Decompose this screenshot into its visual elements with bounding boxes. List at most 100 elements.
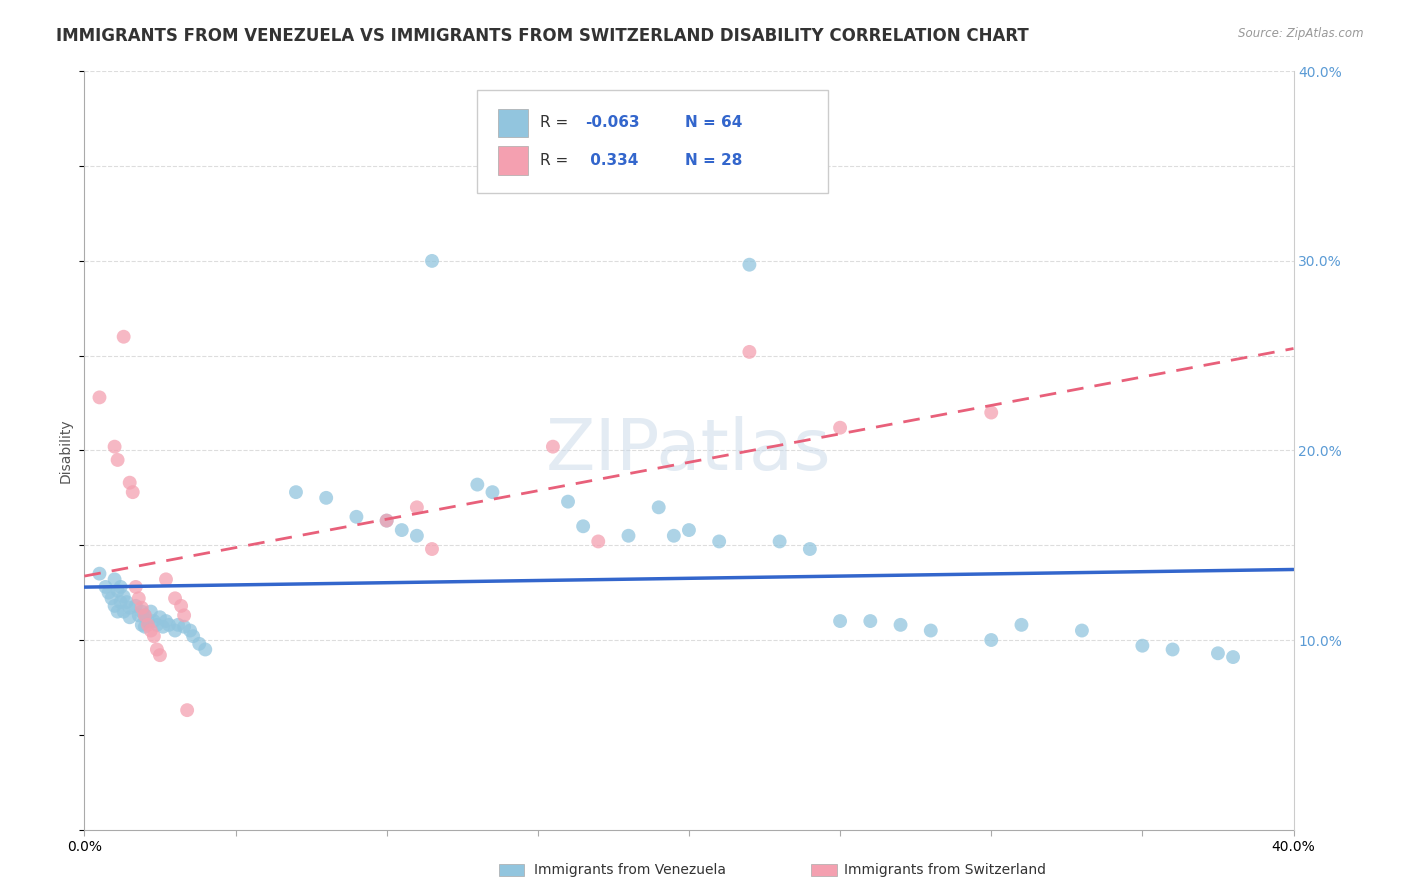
Point xyxy=(188,637,211,651)
Point xyxy=(572,519,595,533)
Point xyxy=(104,573,127,587)
Point xyxy=(104,440,127,454)
Point xyxy=(406,500,429,515)
Point xyxy=(375,514,398,528)
Point xyxy=(678,523,700,537)
Point xyxy=(709,534,731,549)
Point xyxy=(617,529,640,543)
Point xyxy=(136,614,159,628)
Text: ZIPatlas: ZIPatlas xyxy=(546,416,832,485)
Point xyxy=(155,614,177,628)
Point xyxy=(100,591,122,606)
Bar xyxy=(499,864,524,876)
Point xyxy=(173,620,195,634)
Point xyxy=(541,440,564,454)
Point xyxy=(89,391,111,405)
Point xyxy=(285,485,308,500)
Point xyxy=(662,529,685,543)
Point xyxy=(110,580,132,594)
Point xyxy=(146,618,169,632)
Text: N = 28: N = 28 xyxy=(685,153,742,169)
Point xyxy=(112,605,135,619)
Point xyxy=(107,583,129,598)
Bar xyxy=(498,109,529,137)
Point xyxy=(391,523,413,537)
Text: 0.334: 0.334 xyxy=(585,153,638,169)
Point xyxy=(112,330,135,344)
FancyBboxPatch shape xyxy=(478,90,828,193)
Point xyxy=(118,600,141,615)
Point xyxy=(134,620,156,634)
Point xyxy=(1222,650,1244,665)
Point xyxy=(134,608,156,623)
Point xyxy=(142,629,165,643)
Text: Immigrants from Switzerland: Immigrants from Switzerland xyxy=(844,863,1046,877)
Text: R =: R = xyxy=(540,153,574,169)
Point xyxy=(1206,646,1229,660)
Point xyxy=(121,485,143,500)
Point xyxy=(1071,624,1094,638)
Text: N = 64: N = 64 xyxy=(685,115,742,130)
Point xyxy=(173,608,195,623)
Point xyxy=(481,485,503,500)
Point xyxy=(155,573,177,587)
Point xyxy=(165,591,187,606)
Point xyxy=(128,591,150,606)
Point xyxy=(799,542,821,557)
Point xyxy=(181,629,204,643)
Point xyxy=(980,633,1002,648)
Point xyxy=(588,534,610,549)
Point xyxy=(118,475,141,490)
Point xyxy=(89,566,111,581)
Point xyxy=(152,620,174,634)
Point xyxy=(134,608,156,623)
Point xyxy=(920,624,942,638)
Point xyxy=(406,529,429,543)
Point xyxy=(139,624,162,638)
Point xyxy=(136,618,159,632)
Point xyxy=(315,491,337,505)
Point xyxy=(769,534,792,549)
Point xyxy=(157,618,180,632)
Point xyxy=(128,608,150,623)
Bar xyxy=(811,864,837,876)
Point xyxy=(176,703,198,717)
Point xyxy=(375,514,398,528)
Point xyxy=(1161,642,1184,657)
Text: IMMIGRANTS FROM VENEZUELA VS IMMIGRANTS FROM SWITZERLAND DISABILITY CORRELATION : IMMIGRANTS FROM VENEZUELA VS IMMIGRANTS … xyxy=(56,27,1029,45)
Point xyxy=(110,595,132,609)
Point xyxy=(131,605,153,619)
Point xyxy=(131,600,153,615)
Point xyxy=(112,590,135,604)
Bar xyxy=(498,146,529,175)
Point xyxy=(1011,618,1033,632)
Point xyxy=(890,618,912,632)
Point xyxy=(142,614,165,628)
Point xyxy=(104,599,127,613)
Point xyxy=(738,344,761,359)
Point xyxy=(146,642,169,657)
Point xyxy=(557,494,579,508)
Y-axis label: Disability: Disability xyxy=(59,418,73,483)
Point xyxy=(139,605,162,619)
Point xyxy=(149,648,172,662)
Text: R =: R = xyxy=(540,115,574,130)
Point xyxy=(107,453,129,467)
Point xyxy=(125,580,148,594)
Point xyxy=(859,614,882,628)
Point xyxy=(97,585,120,599)
Point xyxy=(467,477,489,491)
Point xyxy=(179,624,201,638)
Point xyxy=(94,580,117,594)
Point xyxy=(131,618,153,632)
Text: Source: ZipAtlas.com: Source: ZipAtlas.com xyxy=(1239,27,1364,40)
Point xyxy=(420,542,443,557)
Point xyxy=(170,599,193,613)
Point xyxy=(648,500,671,515)
Point xyxy=(149,610,172,624)
Point xyxy=(167,618,190,632)
Point xyxy=(1130,639,1153,653)
Point xyxy=(738,258,761,272)
Point xyxy=(125,599,148,613)
Point xyxy=(420,254,443,268)
